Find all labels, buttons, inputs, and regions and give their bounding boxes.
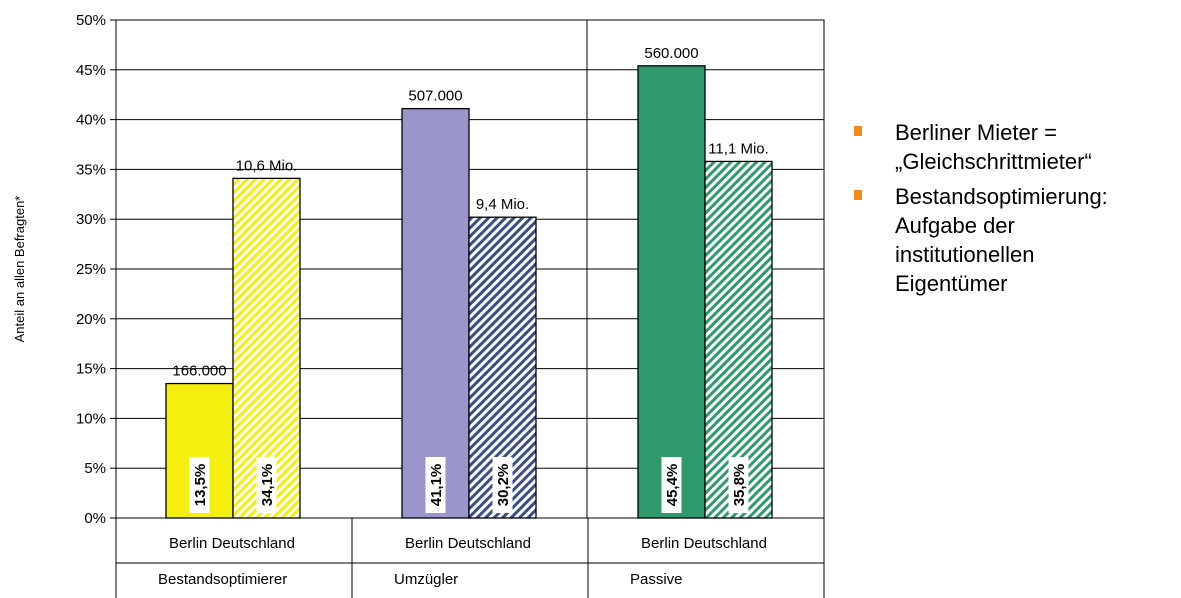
percent-label-text: 35,8% bbox=[731, 464, 748, 507]
y-tick-label: 30% bbox=[76, 211, 106, 228]
bar-percent-label: 34,1% bbox=[256, 457, 277, 513]
bullet-item: Bestandsoptimierung: Aufgabe der instituti… bbox=[848, 182, 1178, 298]
percent-label-box bbox=[661, 457, 682, 513]
y-axis-label: Anteil an allen Befragten* bbox=[12, 196, 27, 343]
bar-count-label: 10,6 Mio. bbox=[236, 157, 298, 174]
bullet-item: Berliner Mieter = „Gleichschrittmieter“ bbox=[848, 118, 1178, 176]
percent-label-text: 45,4% bbox=[664, 464, 681, 507]
bullet-line: Berliner Mieter = bbox=[895, 120, 1058, 145]
percent-label-text: 41,1% bbox=[428, 464, 445, 507]
y-tick-label: 45% bbox=[76, 62, 106, 79]
bar-percent-label: 30,2% bbox=[492, 457, 513, 513]
bar-chart: Anteil an allen Befragten* 166.00013,5%1… bbox=[12, 12, 825, 598]
y-tick-label: 40% bbox=[76, 112, 106, 129]
group-sublabel: Berlin Deutschland bbox=[641, 535, 767, 552]
group-name-label: Bestandsoptimierer bbox=[158, 571, 287, 588]
y-tick-label: 5% bbox=[84, 460, 106, 477]
bar-count-label: 9,4 Mio. bbox=[476, 196, 529, 213]
bar-umzügler-berlin bbox=[401, 107, 470, 519]
y-tick-label: 20% bbox=[76, 311, 106, 328]
bullet-line: Aufgabe der bbox=[895, 213, 1015, 238]
bullet-square-icon bbox=[854, 126, 862, 136]
y-tick-label: 15% bbox=[76, 361, 106, 378]
bullet-list: Berliner Mieter = „Gleichschrittmieter“ Be… bbox=[848, 118, 1178, 304]
bullet-line: Bestandsoptimierung: bbox=[895, 184, 1108, 209]
percent-label-box bbox=[728, 457, 749, 513]
y-tick-label: 35% bbox=[76, 161, 106, 178]
bullet-line: institutionellen bbox=[895, 242, 1035, 267]
bar-passive-berlin bbox=[637, 65, 706, 519]
percent-label-box bbox=[492, 457, 513, 513]
bar-count-label: 166.000 bbox=[172, 363, 226, 380]
percent-label-box bbox=[189, 457, 210, 513]
bars bbox=[165, 65, 773, 519]
percent-label-text: 34,1% bbox=[259, 464, 276, 507]
y-tick-label: 25% bbox=[76, 261, 106, 278]
group-name-label: Umzügler bbox=[394, 571, 458, 588]
bar-count-label: 560.000 bbox=[644, 45, 698, 62]
bar-percent-label: 45,4% bbox=[661, 457, 682, 513]
y-tick-label: 10% bbox=[76, 410, 106, 427]
percent-label-text: 30,2% bbox=[495, 464, 512, 507]
y-tick-label: 50% bbox=[76, 12, 106, 29]
bullet-line: Eigentümer bbox=[895, 271, 1008, 296]
group-sublabel: Berlin Deutschland bbox=[169, 535, 295, 552]
bar-percent-label: 41,1% bbox=[425, 457, 446, 513]
bar-percent-label: 13,5% bbox=[189, 457, 210, 513]
axis: 0% 5% 10% 15% 20% 25% 30% 35% 40% 45% 50% Berlin De… bbox=[76, 12, 825, 598]
percent-label-text: 13,5% bbox=[192, 464, 209, 507]
data-labels: 166.000 13,5% 10,6 Mio. 34,1% 507.000 41,1% 9,… bbox=[172, 45, 769, 513]
percent-label-box bbox=[256, 457, 277, 513]
percent-label-box bbox=[425, 457, 446, 513]
group-name-label: Passive bbox=[630, 571, 683, 588]
bullet-square-icon bbox=[854, 190, 862, 200]
bar-percent-label: 35,8% bbox=[728, 457, 749, 513]
y-tick-label: 0% bbox=[84, 510, 106, 527]
group-sublabel: Berlin Deutschland bbox=[405, 535, 531, 552]
plot-frame bbox=[115, 19, 825, 519]
bar-count-label: 507.000 bbox=[408, 88, 462, 105]
bar-count-label: 11,1 Mio. bbox=[708, 140, 769, 157]
bullet-line: „Gleichschrittmieter“ bbox=[895, 149, 1092, 174]
